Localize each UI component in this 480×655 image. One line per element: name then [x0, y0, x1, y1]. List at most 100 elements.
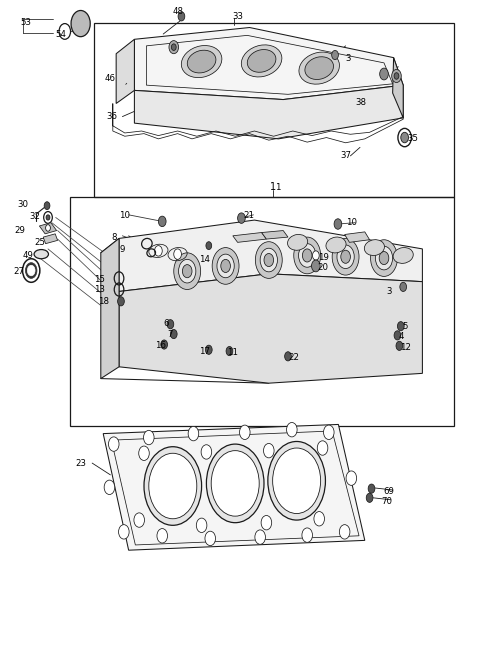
Circle shape — [44, 212, 52, 223]
Circle shape — [158, 216, 166, 227]
Circle shape — [205, 531, 216, 546]
Circle shape — [59, 24, 71, 39]
Circle shape — [161, 340, 168, 349]
Circle shape — [396, 341, 403, 350]
Polygon shape — [262, 231, 288, 239]
Text: 5: 5 — [402, 322, 408, 331]
Circle shape — [206, 444, 264, 523]
Circle shape — [238, 213, 245, 223]
Text: 37: 37 — [341, 151, 352, 160]
Circle shape — [174, 253, 201, 290]
Circle shape — [134, 513, 144, 527]
Ellipse shape — [393, 248, 413, 263]
Polygon shape — [134, 85, 403, 139]
Text: 16: 16 — [155, 341, 166, 350]
Polygon shape — [134, 28, 403, 100]
Polygon shape — [119, 274, 422, 383]
Circle shape — [144, 447, 202, 525]
Circle shape — [332, 50, 338, 60]
Circle shape — [157, 529, 168, 543]
Text: 27: 27 — [13, 267, 24, 276]
Circle shape — [188, 426, 199, 441]
Text: 3: 3 — [387, 287, 392, 296]
Circle shape — [201, 445, 212, 459]
Circle shape — [312, 251, 319, 260]
Polygon shape — [233, 233, 266, 242]
Circle shape — [118, 297, 124, 306]
Text: 17: 17 — [199, 346, 210, 356]
Circle shape — [46, 225, 50, 231]
Circle shape — [174, 249, 181, 259]
Circle shape — [337, 245, 354, 269]
Ellipse shape — [247, 50, 276, 72]
Circle shape — [302, 249, 312, 262]
Circle shape — [380, 68, 388, 80]
Circle shape — [260, 248, 277, 272]
Circle shape — [299, 244, 316, 267]
Circle shape — [375, 246, 393, 270]
Text: 30: 30 — [17, 200, 28, 209]
Circle shape — [179, 259, 196, 283]
Circle shape — [317, 441, 328, 455]
Circle shape — [312, 260, 320, 272]
Circle shape — [25, 263, 37, 278]
Circle shape — [314, 512, 324, 526]
Circle shape — [261, 515, 272, 530]
Text: 15: 15 — [94, 274, 105, 284]
Polygon shape — [39, 223, 57, 234]
Circle shape — [119, 525, 129, 539]
Text: 54: 54 — [55, 29, 66, 39]
Circle shape — [346, 471, 357, 485]
Circle shape — [27, 265, 35, 276]
Text: 10: 10 — [119, 211, 130, 220]
Text: 69: 69 — [383, 487, 394, 496]
Text: 35: 35 — [407, 134, 418, 143]
Text: 6: 6 — [163, 319, 168, 328]
Circle shape — [226, 346, 233, 356]
Circle shape — [217, 254, 234, 278]
Text: 48: 48 — [173, 7, 184, 16]
Polygon shape — [119, 220, 422, 291]
Circle shape — [108, 437, 119, 451]
Polygon shape — [103, 424, 365, 550]
Circle shape — [178, 12, 185, 21]
Circle shape — [379, 252, 389, 265]
Text: 21: 21 — [244, 211, 255, 220]
Circle shape — [139, 446, 149, 460]
Circle shape — [273, 448, 321, 514]
Circle shape — [368, 484, 375, 493]
Polygon shape — [116, 39, 134, 103]
Text: 33: 33 — [233, 12, 244, 21]
Text: 22: 22 — [288, 353, 299, 362]
Text: 10: 10 — [346, 218, 357, 227]
Text: 46: 46 — [105, 74, 116, 83]
Ellipse shape — [288, 234, 308, 250]
Circle shape — [268, 441, 325, 520]
Text: 25: 25 — [35, 238, 46, 247]
Text: 8: 8 — [112, 233, 117, 242]
Text: 36: 36 — [107, 112, 118, 121]
Circle shape — [255, 530, 265, 544]
Circle shape — [400, 282, 407, 291]
Circle shape — [285, 352, 291, 361]
Circle shape — [264, 253, 274, 267]
Circle shape — [155, 246, 162, 256]
Circle shape — [211, 451, 259, 516]
Circle shape — [324, 425, 334, 440]
Circle shape — [397, 322, 404, 331]
Text: 53: 53 — [20, 18, 31, 28]
Circle shape — [170, 329, 177, 339]
Ellipse shape — [241, 45, 282, 77]
Ellipse shape — [326, 237, 346, 253]
Text: 1: 1 — [275, 183, 280, 192]
Polygon shape — [43, 234, 58, 244]
Circle shape — [144, 430, 154, 445]
Text: 20: 20 — [318, 263, 329, 272]
Ellipse shape — [364, 240, 384, 255]
Circle shape — [287, 422, 297, 437]
Circle shape — [394, 331, 401, 340]
Ellipse shape — [34, 250, 48, 259]
Ellipse shape — [187, 50, 216, 73]
Text: 38: 38 — [355, 98, 366, 107]
Circle shape — [71, 10, 90, 37]
